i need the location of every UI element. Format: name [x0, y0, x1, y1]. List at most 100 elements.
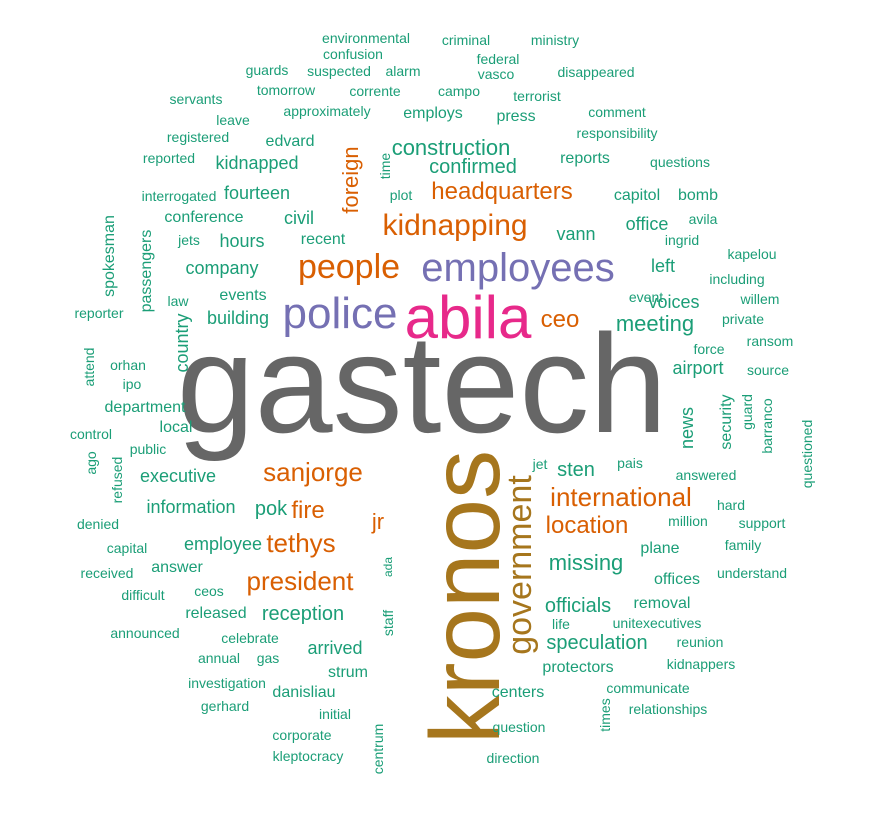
word-initial: initial [319, 706, 351, 722]
word-fourteen: fourteen [223, 183, 291, 203]
word-source: source [746, 362, 790, 378]
word-speculation: speculation [546, 632, 648, 654]
word-government: government [501, 475, 539, 655]
word-kidnappers: kidnappers [666, 656, 736, 672]
word-edvard: edvard [265, 133, 315, 150]
word-ceo: ceo [540, 306, 580, 333]
word-federal: federal [476, 51, 520, 67]
word-construction: construction [391, 135, 511, 160]
word-approximately: approximately [283, 103, 371, 119]
word-events: events [219, 287, 267, 304]
word-location: location [545, 512, 629, 539]
word-company: company [185, 258, 259, 278]
word-protectors: protectors [542, 659, 614, 676]
word-sten: sten [557, 459, 595, 481]
word-country: country [172, 313, 192, 373]
word-including: including [709, 271, 765, 287]
word-questions: questions [650, 154, 710, 170]
word-confusion: confusion [323, 46, 383, 62]
word-centrum: centrum [370, 723, 386, 775]
word-answered: answered [675, 467, 737, 483]
word-guard: guard [739, 394, 755, 430]
word-abila: abila [404, 284, 532, 351]
word-arrived: arrived [307, 638, 363, 658]
word-sanjorge: sanjorge [263, 457, 363, 487]
word-centers: centers [491, 684, 545, 701]
word-plot: plot [389, 187, 413, 203]
word-understand: understand [716, 565, 788, 581]
word-question: question [492, 719, 546, 735]
word-difficult: difficult [121, 587, 165, 603]
word-campo: campo [437, 83, 481, 99]
word-police: police [282, 289, 398, 338]
word-barranco: barranco [759, 398, 775, 454]
word-time: time [377, 152, 393, 180]
word-bomb: bomb [677, 187, 719, 204]
word-tomorrow: tomorrow [256, 82, 316, 98]
word-spokesman: spokesman [101, 215, 118, 297]
word-control: control [69, 426, 113, 442]
word-employs: employs [403, 105, 463, 122]
word-direction: direction [486, 750, 540, 766]
word-public: public [129, 441, 167, 457]
word-international: international [550, 482, 692, 512]
word-attend: attend [81, 347, 97, 387]
word-employee: employee [183, 534, 263, 554]
word-offices: offices [654, 571, 700, 588]
word-times: times [597, 698, 613, 732]
word-comment: comment [588, 104, 646, 120]
word-leave: leave [216, 112, 250, 128]
word-jr: jr [371, 509, 385, 534]
word-communicate: communicate [606, 680, 690, 696]
word-capitol: capitol [613, 187, 661, 204]
word-president: president [246, 566, 354, 596]
word-ransom: ransom [746, 333, 794, 349]
word-ingrid: ingrid [664, 232, 700, 248]
word-servants: servants [169, 91, 223, 107]
word-refused: refused [109, 456, 125, 504]
word-voices: voices [648, 292, 700, 312]
word-reported: reported [142, 150, 196, 166]
word-department: department [104, 399, 186, 416]
word-vasco: vasco [477, 66, 515, 82]
word-avila: avila [688, 211, 718, 227]
word-gas: gas [256, 650, 280, 666]
word-event: event [628, 289, 664, 305]
word-kleptocracy: kleptocracy [272, 748, 344, 764]
word-unitexecutives: unitexecutives [612, 615, 702, 631]
word-investigation: investigation [188, 675, 266, 691]
word-gastech: gastech [176, 305, 668, 462]
word-left: left [650, 256, 676, 276]
word-ceos: ceos [194, 583, 224, 599]
word-questioned: questioned [799, 419, 815, 489]
word-denied: denied [76, 516, 120, 532]
word-corrente: corrente [349, 83, 401, 99]
word-recent: recent [300, 231, 346, 248]
word-ago: ago [83, 451, 99, 475]
word-confirmed: confirmed [429, 156, 517, 178]
word-ada: ada [381, 556, 395, 578]
word-officials: officials [544, 595, 612, 617]
word-hours: hours [219, 231, 265, 251]
word-force: force [693, 341, 725, 357]
word-received: received [80, 565, 134, 581]
word-disappeared: disappeared [557, 64, 635, 80]
word-million: million [668, 513, 708, 529]
word-conference: conference [164, 209, 244, 226]
word-vann: vann [556, 224, 596, 244]
word-danisliau: danisliau [272, 684, 336, 701]
word-office: office [625, 214, 669, 234]
word-employees: employees [421, 246, 615, 290]
word-executive: executive [139, 466, 217, 486]
word-family: family [724, 537, 762, 553]
word-hard: hard [716, 497, 746, 513]
word-kidnapping: kidnapping [382, 209, 528, 242]
word-relationships: relationships [628, 701, 708, 717]
word-alarm: alarm [385, 63, 421, 79]
word-responsibility: responsibility [576, 125, 658, 141]
word-kapelou: kapelou [727, 246, 777, 262]
word-suspected: suspected [307, 63, 371, 79]
word-interrogated: interrogated [141, 188, 217, 204]
word-removal: removal [633, 595, 691, 612]
word-law: law [167, 293, 189, 309]
